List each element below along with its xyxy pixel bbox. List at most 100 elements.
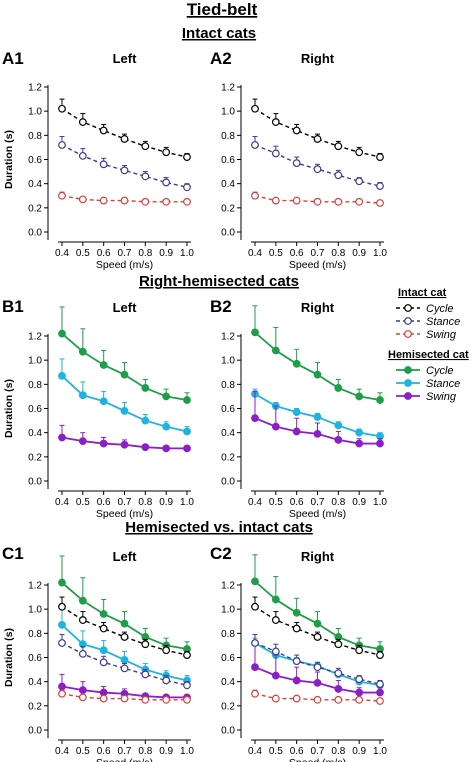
data-point-b2-hemisected-cycle-4 [334, 384, 343, 392]
data-point-c2-intact-swing-1 [271, 694, 280, 703]
data-point-b1-hemisected-swing-5 [162, 444, 171, 453]
series-a1-intact-cycle [58, 98, 191, 161]
y-tick-label-b2-1: 0.2 [221, 452, 235, 463]
data-point-c1-hemisected-stance-0 [58, 620, 66, 629]
data-point-b1-hemisected-swing-6 [183, 444, 191, 453]
y-tick-label-c1-2: 0.4 [28, 677, 42, 688]
series-a2-intact-stance [251, 136, 384, 190]
data-point-b1-hemisected-swing-4 [141, 443, 150, 452]
data-point-b1-hemisected-swing-3 [120, 440, 129, 449]
data-point-c1-hemisected-cycle-0 [58, 578, 66, 587]
legend-label-intact-2: Swing [426, 329, 457, 341]
data-point-b1-hemisected-cycle-0 [58, 329, 66, 338]
data-point-a1-intact-stance-0 [58, 141, 66, 149]
y-tick-label-c1-4: 0.8 [28, 629, 42, 640]
legend-marker-hemisected-1 [404, 379, 412, 387]
data-point-a2-intact-stance-6 [376, 182, 384, 190]
data-point-a1-intact-stance-5 [162, 178, 171, 187]
data-point-a1-intact-swing-1 [78, 195, 87, 204]
data-point-a2-intact-stance-5 [355, 177, 364, 186]
data-point-b2-hemisected-swing-4 [334, 436, 343, 444]
legend-label-hemisected-0: Cycle [426, 365, 454, 377]
data-point-a2-intact-cycle-6 [376, 153, 384, 161]
x-tick-label-c2-4: 0.8 [331, 746, 345, 757]
y-tick-label-a2-0: 0.0 [221, 228, 235, 239]
data-point-b1-hemisected-swing-0 [58, 433, 66, 442]
data-point-b1-hemisected-swing-2 [99, 439, 108, 448]
data-point-c1-intact-cycle-5 [162, 646, 171, 655]
x-tick-label-a2-5: 0.9 [352, 248, 366, 259]
data-point-c2-intact-swing-3 [313, 695, 322, 704]
data-point-c1-intact-stance-5 [162, 676, 171, 685]
y-tick-label-a1-0: 0.0 [28, 228, 42, 239]
data-point-c1-hemisected-stance-3 [120, 656, 129, 664]
data-point-c1-intact-swing-3 [120, 694, 129, 703]
data-point-b2-hemisected-cycle-3 [313, 370, 322, 379]
data-point-c2-intact-cycle-5 [355, 646, 364, 655]
data-point-a1-intact-swing-6 [183, 197, 191, 206]
chart-a1: Left 0.0 0.2 0.4 0.6 0.8 1.0 1.2 0.4 0.5 0.6 0.7 0.8… [3, 51, 194, 271]
x-tick-label-c1-0: 0.4 [55, 746, 69, 757]
series-c2-intact-swing [251, 689, 384, 705]
data-point-b1-hemisected-stance-0 [58, 371, 66, 380]
data-point-a1-intact-cycle-1 [78, 118, 87, 126]
y-tick-label-c1-5: 1.0 [28, 605, 42, 616]
y-tick-label-a1-1: 0.2 [28, 203, 42, 214]
y-tick-label-c2-2: 0.4 [221, 677, 235, 688]
data-point-c2-hemisected-cycle-3 [313, 619, 322, 628]
legend-marker-intact-0 [404, 304, 412, 312]
data-point-b2-hemisected-stance-3 [313, 413, 322, 421]
data-point-c2-intact-swing-6 [376, 697, 384, 705]
series-a1-intact-swing [58, 191, 191, 206]
data-point-b2-hemisected-stance-2 [292, 408, 301, 417]
data-point-c1-intact-swing-2 [99, 694, 108, 703]
y-tick-label-c1-3: 0.6 [28, 653, 42, 664]
data-point-c1-hemisected-cycle-2 [99, 610, 108, 618]
series-a1-intact-stance [58, 136, 191, 192]
x-tick-label-b2-6: 1.0 [373, 497, 387, 508]
data-point-c2-hemisected-swing-6 [376, 688, 384, 697]
legend-header-hemisected: Hemisected cat [388, 349, 469, 361]
data-point-b2-hemisected-cycle-6 [376, 396, 384, 404]
data-point-a2-intact-cycle-4 [334, 142, 343, 151]
x-tick-label-c2-2: 0.6 [290, 746, 304, 757]
data-point-a2-intact-stance-1 [271, 149, 280, 158]
x-tick-label-b1-6: 1.0 [180, 497, 194, 508]
y-axis-label-a1: Duration (s) [3, 130, 15, 189]
data-point-a2-intact-swing-3 [313, 197, 322, 206]
y-tick-label-c2-6: 1.2 [221, 581, 235, 592]
data-point-c2-intact-stance-4 [334, 669, 343, 678]
charts-layer: Left 0.0 0.2 0.4 0.6 0.8 1.0 1.2 0.4 0.5 0.6 0.7 0.8… [3, 51, 387, 762]
series-a2-intact-swing [251, 191, 384, 207]
data-point-c2-intact-swing-4 [334, 695, 343, 704]
x-tick-label-b2-4: 0.8 [331, 497, 345, 508]
x-tick-label-c1-3: 0.7 [118, 746, 132, 757]
y-tick-label-a1-2: 0.4 [28, 179, 42, 190]
panel-label-b1: B1 [2, 297, 24, 316]
x-tick-label-a1-1: 0.5 [76, 248, 90, 259]
data-point-b1-hemisected-stance-1 [78, 391, 87, 400]
data-point-a2-intact-swing-2 [292, 196, 301, 205]
panel-label-a1: A1 [2, 49, 24, 68]
data-point-c1-hemisected-stance-2 [99, 646, 108, 655]
y-tick-label-c1-6: 1.2 [28, 581, 42, 592]
x-tick-label-c2-5: 0.9 [352, 746, 366, 757]
data-point-c1-intact-stance-3 [120, 664, 129, 673]
data-point-a2-intact-stance-4 [334, 171, 343, 180]
legend-marker-hemisected-2 [404, 392, 412, 400]
data-point-a1-intact-cycle-4 [141, 142, 150, 151]
data-point-b2-hemisected-swing-0 [251, 414, 259, 423]
data-point-c2-intact-stance-6 [376, 680, 384, 688]
data-point-c1-intact-cycle-3 [120, 633, 129, 641]
y-tick-label-b1-3: 0.6 [28, 404, 42, 415]
series-c1-intact-swing [58, 689, 191, 704]
x-tick-label-b1-3: 0.7 [118, 497, 132, 508]
chart-title-b2: Right [301, 300, 335, 315]
data-point-a1-intact-swing-2 [99, 196, 108, 205]
data-point-c2-hemisected-swing-0 [251, 663, 259, 672]
data-point-b2-hemisected-stance-4 [334, 421, 343, 430]
x-tick-label-b1-4: 0.8 [138, 497, 152, 508]
legend-marker-hemisected-0 [404, 366, 412, 374]
